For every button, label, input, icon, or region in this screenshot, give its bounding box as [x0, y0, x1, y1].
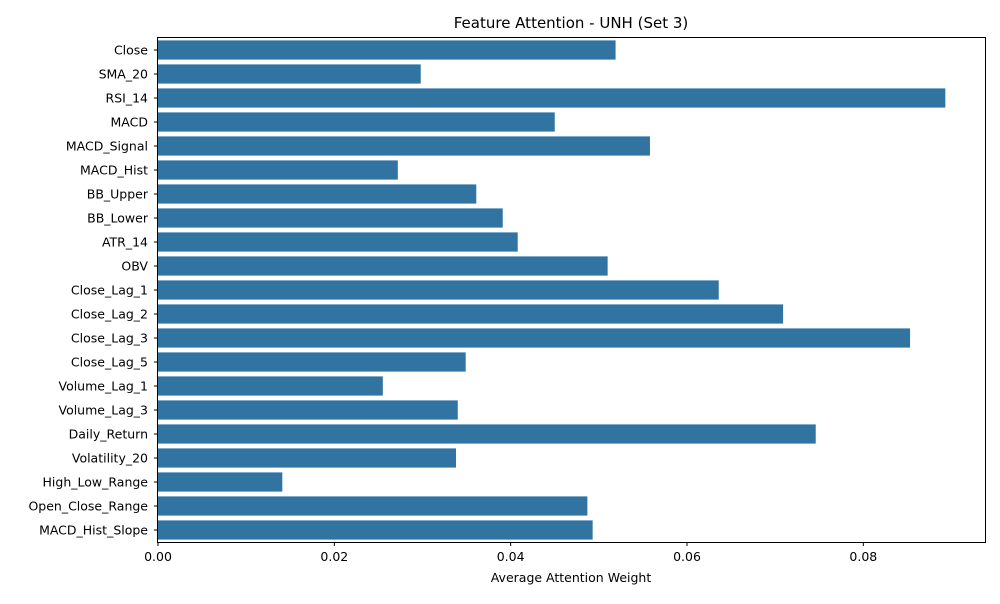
bar-sma-20 — [158, 64, 421, 84]
bars-layer — [158, 40, 946, 540]
y-tick-label: Daily_Return — [69, 427, 148, 442]
y-tick-label: OBV — [121, 259, 148, 274]
bar-close-lag-2 — [158, 304, 784, 324]
y-tick-label: MACD_Signal — [66, 139, 148, 154]
bar-open-close-range — [158, 496, 588, 516]
y-tick-label: Close_Lag_2 — [71, 307, 148, 322]
y-tick-label: Close_Lag_5 — [71, 355, 148, 370]
bar-bb-upper — [158, 184, 477, 204]
y-tick-label: RSI_14 — [106, 91, 149, 106]
y-tick-label: Volatility_20 — [72, 451, 148, 466]
y-tick-label: Volume_Lag_3 — [58, 403, 148, 418]
y-tick-label: Open_Close_Range — [28, 499, 148, 514]
bar-bb-lower — [158, 208, 503, 228]
y-tick-label: BB_Upper — [87, 187, 149, 202]
y-tick-label: MACD — [111, 115, 148, 130]
x-tick-label: 0.02 — [320, 549, 348, 564]
bar-close — [158, 40, 616, 60]
bar-volume-lag-1 — [158, 376, 383, 396]
x-axis-label: Average Attention Weight — [491, 570, 652, 585]
y-tick-label: Volume_Lag_1 — [58, 379, 148, 394]
x-tick-label: 0.04 — [497, 549, 525, 564]
bar-high-low-range — [158, 472, 283, 492]
y-axis: Close SMA_20 RSI_14 MACD MACD_Signal MACD_His… — [28, 43, 158, 538]
y-tick-label: BB_Lower — [87, 211, 149, 226]
y-tick-label: MACD_Hist_Slope — [39, 523, 148, 538]
y-tick-label: Close_Lag_1 — [71, 283, 148, 298]
x-tick-label: 0.06 — [673, 549, 701, 564]
y-tick-label: ATR_14 — [102, 235, 148, 250]
bar-macd-hist-slope — [158, 520, 593, 540]
bar-obv — [158, 256, 608, 276]
bar-daily-return — [158, 424, 816, 444]
x-tick-label: 0.00 — [144, 549, 172, 564]
y-tick-label: Close — [114, 43, 148, 58]
bar-close-lag-1 — [158, 280, 719, 300]
bar-atr-14 — [158, 232, 518, 252]
bar-close-lag-3 — [158, 328, 911, 348]
y-tick-label: SMA_20 — [99, 67, 148, 82]
bar-macd — [158, 112, 555, 132]
bar-macd-signal — [158, 136, 650, 156]
y-tick-label: Close_Lag_3 — [71, 331, 148, 346]
y-tick-label: High_Low_Range — [43, 475, 149, 490]
bar-volatility-20 — [158, 448, 457, 468]
y-tick-label: MACD_Hist — [80, 163, 148, 178]
bar-macd-hist — [158, 160, 398, 180]
chart-title: Feature Attention - UNH (Set 3) — [454, 14, 689, 32]
bar-volume-lag-3 — [158, 400, 458, 420]
plot-frame — [157, 37, 986, 543]
x-tick-label: 0.08 — [849, 549, 877, 564]
bar-rsi-14 — [158, 88, 946, 108]
x-axis: 0.00 0.02 0.04 0.06 0.08 — [144, 542, 877, 564]
bar-close-lag-5 — [158, 352, 466, 372]
